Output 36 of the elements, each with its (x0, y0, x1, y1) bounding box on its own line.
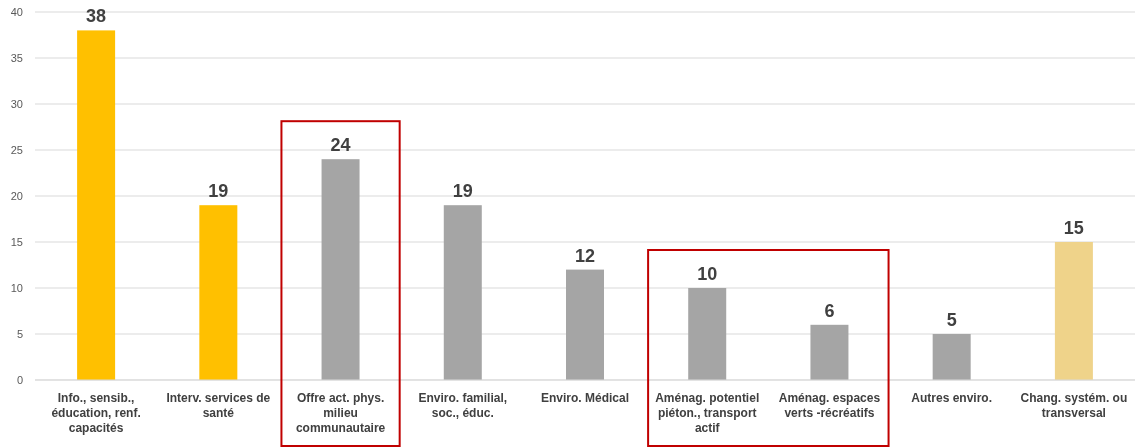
data-label: 15 (1063, 218, 1084, 238)
bar (810, 324, 849, 380)
bar (443, 205, 482, 380)
x-tick-label: Autres enviro. (911, 391, 993, 405)
bar (77, 30, 116, 380)
y-tick-label: 20 (10, 190, 23, 203)
x-tick-label: Offre act. phys. milieu communautaire (295, 391, 386, 435)
x-tick-label: Info., sensib., éducation, renf. capacités (51, 391, 141, 435)
y-tick-label: 10 (10, 282, 23, 295)
y-tick-label: 5 (16, 328, 23, 341)
y-tick-label: 35 (10, 52, 23, 65)
y-tick-label: 0 (16, 374, 23, 387)
data-label: 38 (86, 6, 107, 27)
bar (932, 334, 971, 380)
bar (321, 159, 360, 380)
data-label: 19 (452, 181, 473, 202)
data-label: 12 (574, 245, 596, 266)
x-tick-label: Aménag. espaces verts -récréatifs (778, 391, 881, 420)
y-tick-label: 15 (10, 236, 23, 249)
bar (199, 205, 238, 380)
data-label: 24 (330, 135, 351, 156)
x-tick-label: Chang. systém. ou transversal (1020, 391, 1128, 420)
x-tick-label: Enviro. Médical (540, 391, 630, 405)
bar (688, 288, 727, 380)
y-tick-label: 40 (10, 6, 23, 19)
y-tick-label: 25 (10, 144, 23, 157)
data-label: 10 (697, 264, 718, 284)
y-tick-label: 30 (10, 98, 23, 111)
data-label: 5 (946, 310, 957, 330)
data-label: 19 (208, 181, 229, 202)
x-tick-label: Enviro. familial, soc., éduc. (418, 391, 508, 420)
data-label: 6 (824, 300, 835, 321)
bar (566, 269, 604, 380)
x-tick-label: Interv. services de santé (166, 391, 271, 420)
bar (1054, 242, 1093, 380)
x-tick-label: Aménag. potentiel piéton., transport actif (655, 391, 760, 435)
